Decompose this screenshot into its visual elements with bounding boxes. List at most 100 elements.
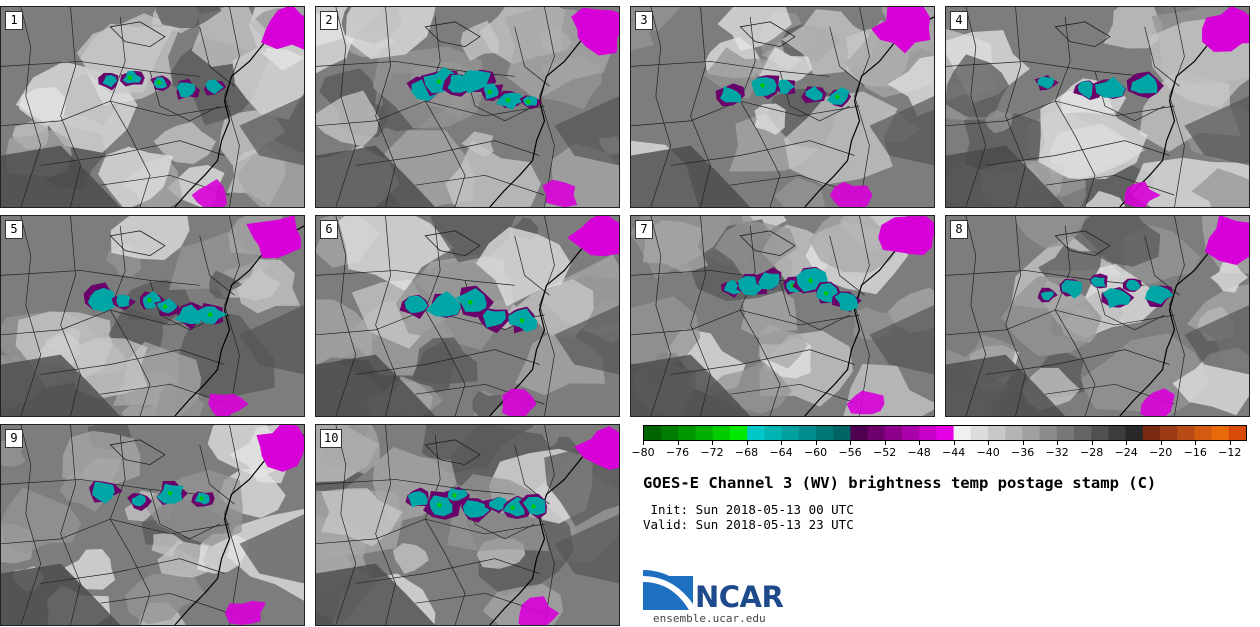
colorbar-swatch bbox=[712, 426, 731, 440]
colorbar-tick-label: −24 bbox=[1114, 446, 1138, 459]
colorbar-tick-label: −12 bbox=[1218, 446, 1242, 459]
colorbar-swatch bbox=[1228, 426, 1246, 440]
colorbar-swatch bbox=[919, 426, 937, 440]
colorbar-tick-label: −16 bbox=[1183, 446, 1207, 459]
colorbar-tick-mark bbox=[1091, 441, 1093, 445]
colorbar-swatch bbox=[798, 426, 817, 440]
colorbar-tick-label: −44 bbox=[942, 446, 966, 459]
colorbar-tick-mark bbox=[1160, 441, 1162, 445]
colorbar-tick-label: −56 bbox=[838, 446, 862, 459]
colorbar-swatch bbox=[695, 426, 714, 440]
colorbar-tick-mark bbox=[850, 441, 852, 445]
postage-stamp-panel: 2 bbox=[315, 6, 620, 208]
panel-number: 6 bbox=[320, 220, 338, 239]
colorbar-swatch bbox=[953, 426, 972, 440]
colorbar-tick-mark bbox=[677, 441, 679, 445]
panel-number: 7 bbox=[635, 220, 653, 239]
water-vapor-map bbox=[631, 216, 934, 416]
ncar-logo[interactable]: NCAR ensemble.ucar.edu bbox=[643, 570, 793, 626]
panel-number: 9 bbox=[5, 429, 23, 448]
colorbar-tick-label: −80 bbox=[631, 446, 655, 459]
postage-stamp-panel: 3 bbox=[630, 6, 935, 208]
postage-stamp-panel: 9 bbox=[0, 424, 305, 626]
colorbar-tick-label: −40 bbox=[976, 446, 1000, 459]
colorbar-swatch bbox=[1005, 426, 1023, 440]
ncar-logo-word: NCAR bbox=[695, 580, 784, 614]
colorbar-swatch bbox=[936, 426, 955, 440]
water-vapor-map bbox=[316, 425, 619, 625]
postage-stamp-panel: 8 bbox=[945, 215, 1250, 417]
init-time: Init: Sun 2018-05-13 00 UTC bbox=[643, 502, 854, 517]
panel-number: 1 bbox=[5, 11, 23, 30]
colorbar-swatch bbox=[884, 426, 903, 440]
postage-stamp-panel: 1 bbox=[0, 6, 305, 208]
colorbar-tick-mark bbox=[1057, 441, 1059, 445]
colorbar-swatch bbox=[730, 426, 748, 440]
water-vapor-map bbox=[316, 7, 619, 207]
colorbar-swatch bbox=[1142, 426, 1161, 440]
postage-stamp-panel: 6 bbox=[315, 215, 620, 417]
colorbar-swatch bbox=[781, 426, 800, 440]
postage-stamp-panel: 4 bbox=[945, 6, 1250, 208]
colorbar-tick-mark bbox=[1126, 441, 1128, 445]
colorbar-swatch bbox=[815, 426, 834, 440]
colorbar-tick-mark bbox=[953, 441, 955, 445]
colorbar-ticks: −80 −76 −72 −68 −64 −60 −56 −52 −48 −44 −40 −36 −32−… bbox=[631, 441, 1247, 461]
colorbar-tick-label: −60 bbox=[803, 446, 828, 459]
colorbar-tick-label: −76 bbox=[665, 446, 690, 459]
colorbar-tick-label: −64 bbox=[769, 446, 793, 459]
colorbar-swatch bbox=[1074, 426, 1092, 440]
water-vapor-map bbox=[946, 216, 1249, 416]
ncar-logo-icon bbox=[643, 570, 693, 610]
colorbar-swatch bbox=[1039, 426, 1058, 440]
colorbar-tick-label: −32 bbox=[1045, 446, 1069, 459]
colorbar-tick-mark bbox=[1229, 441, 1231, 445]
colorbar-swatch bbox=[867, 426, 886, 440]
colorbar-swatch bbox=[1125, 426, 1144, 440]
colorbar-tick-mark bbox=[712, 441, 714, 445]
colorbar-swatch bbox=[1159, 426, 1178, 440]
panel-number: 5 bbox=[5, 220, 23, 239]
colorbar-tick-label: −36 bbox=[1011, 446, 1035, 459]
water-vapor-map bbox=[1, 7, 304, 207]
postage-stamp-panel: 5 bbox=[0, 215, 305, 417]
valid-time: Valid: Sun 2018-05-13 23 UTC bbox=[643, 517, 854, 532]
colorbar-swatch bbox=[1056, 426, 1075, 440]
colorbar-tick-mark bbox=[884, 441, 886, 445]
colorbar-tick-label: −72 bbox=[700, 446, 724, 459]
panel-number: 8 bbox=[950, 220, 968, 239]
colorbar-tick-mark bbox=[1195, 441, 1197, 445]
colorbar-tick-mark bbox=[1022, 441, 1024, 445]
colorbar-swatch bbox=[661, 426, 679, 440]
panel-number: 10 bbox=[320, 429, 343, 448]
colorbar-swatch bbox=[850, 426, 869, 440]
colorbar-swatch bbox=[644, 426, 662, 440]
colorbar-swatch bbox=[764, 426, 783, 440]
colorbar-swatch bbox=[678, 426, 697, 440]
page-title: GOES-E Channel 3 (WV) brightness temp po… bbox=[643, 474, 1157, 492]
postage-stamp-panel: 7 bbox=[630, 215, 935, 417]
colorbar-swatch bbox=[970, 426, 989, 440]
colorbar-swatch bbox=[1194, 426, 1213, 440]
colorbar-swatch bbox=[1211, 426, 1230, 440]
water-vapor-map bbox=[946, 7, 1249, 207]
colorbar-tick-mark bbox=[746, 441, 748, 445]
panel-number: 4 bbox=[950, 11, 968, 30]
panel-number: 3 bbox=[635, 11, 653, 30]
colorbar-swatch bbox=[1091, 426, 1109, 440]
colorbar: −80 −76 −72 −68 −64 −60 −56 −52 −48 −44 −40 −36 −32−… bbox=[631, 425, 1247, 461]
colorbar-swatch bbox=[902, 426, 920, 440]
water-vapor-map bbox=[316, 216, 619, 416]
colorbar-tick-label: −48 bbox=[907, 446, 931, 459]
postage-stamp-panel: 10 bbox=[315, 424, 620, 626]
colorbar-tick-label: −52 bbox=[872, 446, 897, 459]
colorbar-tick-mark bbox=[643, 441, 644, 445]
colorbar-tick-mark bbox=[919, 441, 921, 445]
colorbar-tick-mark bbox=[815, 441, 817, 445]
colorbar-swatch bbox=[987, 426, 1006, 440]
colorbar-swatch bbox=[833, 426, 851, 440]
water-vapor-map bbox=[1, 216, 304, 416]
colorbar-tick-label: −68 bbox=[734, 446, 759, 459]
ensemble-url: ensemble.ucar.edu bbox=[653, 612, 766, 625]
colorbar-tick-label: −28 bbox=[1080, 446, 1104, 459]
